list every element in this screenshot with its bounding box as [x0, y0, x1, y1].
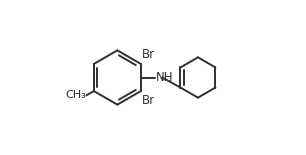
Text: Br: Br: [142, 48, 155, 61]
Text: Br: Br: [142, 94, 155, 107]
Text: NH: NH: [156, 71, 174, 84]
Text: CH₃: CH₃: [65, 90, 86, 100]
